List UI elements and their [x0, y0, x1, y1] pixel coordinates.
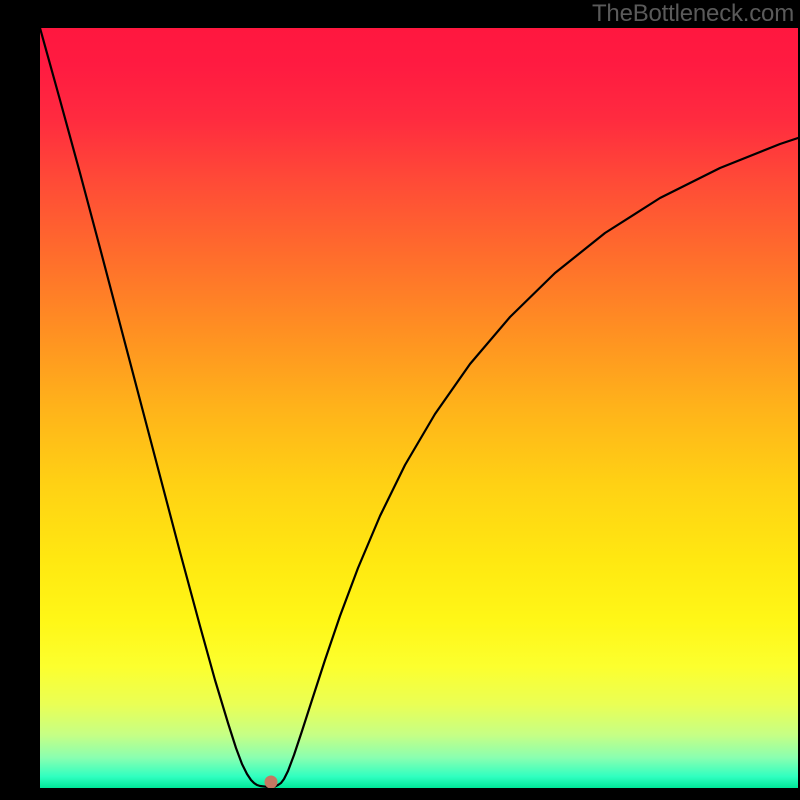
bottleneck-chart — [40, 28, 798, 788]
gradient-background — [40, 28, 798, 788]
watermark-text: TheBottleneck.com — [592, 0, 794, 28]
minimum-marker — [265, 776, 278, 789]
